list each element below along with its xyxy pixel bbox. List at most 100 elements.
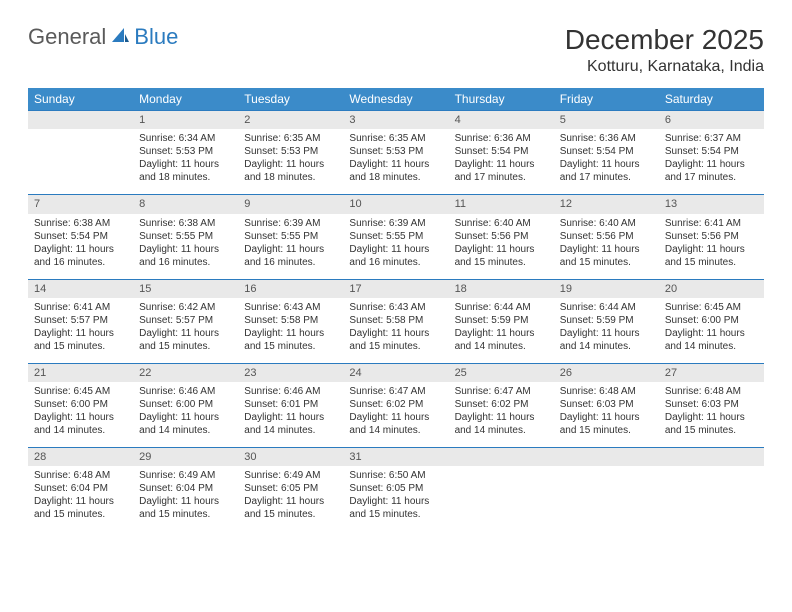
- sunset-text: Sunset: 6:04 PM: [139, 482, 232, 495]
- sunset-text: Sunset: 5:53 PM: [139, 145, 232, 158]
- daylight-text: Daylight: 11 hours and 16 minutes.: [244, 243, 337, 269]
- sunrise-text: Sunrise: 6:40 AM: [560, 217, 653, 230]
- sunrise-text: Sunrise: 6:39 AM: [349, 217, 442, 230]
- logo: General Blue: [28, 24, 178, 50]
- day-info-cell: Sunrise: 6:43 AMSunset: 5:58 PMDaylight:…: [343, 298, 448, 364]
- daylight-text: Daylight: 11 hours and 15 minutes.: [560, 243, 653, 269]
- day-info-cell: Sunrise: 6:44 AMSunset: 5:59 PMDaylight:…: [449, 298, 554, 364]
- daylight-text: Daylight: 11 hours and 14 minutes.: [455, 327, 548, 353]
- sunset-text: Sunset: 5:54 PM: [560, 145, 653, 158]
- day-number-cell: 2: [238, 111, 343, 130]
- day-number-cell: [28, 111, 133, 130]
- day-number-cell: 6: [659, 111, 764, 130]
- day-number-cell: 25: [449, 363, 554, 382]
- day-info-cell: Sunrise: 6:34 AMSunset: 5:53 PMDaylight:…: [133, 129, 238, 195]
- daylight-text: Daylight: 11 hours and 18 minutes.: [244, 158, 337, 184]
- sunset-text: Sunset: 5:54 PM: [665, 145, 758, 158]
- calendar-table: SundayMondayTuesdayWednesdayThursdayFrid…: [28, 88, 764, 531]
- daylight-text: Daylight: 11 hours and 14 minutes.: [244, 411, 337, 437]
- weekday-header: Monday: [133, 88, 238, 111]
- day-number-cell: 24: [343, 363, 448, 382]
- day-number-cell: 31: [343, 448, 448, 467]
- sunset-text: Sunset: 5:56 PM: [455, 230, 548, 243]
- logo-text-1: General: [28, 24, 106, 50]
- sunrise-text: Sunrise: 6:50 AM: [349, 469, 442, 482]
- sunset-text: Sunset: 6:05 PM: [244, 482, 337, 495]
- sunrise-text: Sunrise: 6:48 AM: [665, 385, 758, 398]
- day-number-row: 14151617181920: [28, 279, 764, 298]
- daylight-text: Daylight: 11 hours and 16 minutes.: [349, 243, 442, 269]
- day-info-cell: Sunrise: 6:41 AMSunset: 5:56 PMDaylight:…: [659, 214, 764, 280]
- sunrise-text: Sunrise: 6:46 AM: [139, 385, 232, 398]
- sunset-text: Sunset: 6:00 PM: [34, 398, 127, 411]
- day-info-cell: Sunrise: 6:47 AMSunset: 6:02 PMDaylight:…: [449, 382, 554, 448]
- sunrise-text: Sunrise: 6:35 AM: [244, 132, 337, 145]
- daylight-text: Daylight: 11 hours and 15 minutes.: [244, 495, 337, 521]
- day-info-cell: Sunrise: 6:50 AMSunset: 6:05 PMDaylight:…: [343, 466, 448, 531]
- daylight-text: Daylight: 11 hours and 15 minutes.: [665, 411, 758, 437]
- sunset-text: Sunset: 5:54 PM: [34, 230, 127, 243]
- sunrise-text: Sunrise: 6:41 AM: [665, 217, 758, 230]
- daylight-text: Daylight: 11 hours and 15 minutes.: [349, 327, 442, 353]
- day-number-cell: 19: [554, 279, 659, 298]
- daylight-text: Daylight: 11 hours and 14 minutes.: [139, 411, 232, 437]
- day-info-cell: Sunrise: 6:40 AMSunset: 5:56 PMDaylight:…: [554, 214, 659, 280]
- day-number-cell: [659, 448, 764, 467]
- day-number-cell: 7: [28, 195, 133, 214]
- day-number-cell: 21: [28, 363, 133, 382]
- day-number-cell: 15: [133, 279, 238, 298]
- sunset-text: Sunset: 6:05 PM: [349, 482, 442, 495]
- daylight-text: Daylight: 11 hours and 18 minutes.: [139, 158, 232, 184]
- day-info-cell: Sunrise: 6:41 AMSunset: 5:57 PMDaylight:…: [28, 298, 133, 364]
- sunrise-text: Sunrise: 6:43 AM: [349, 301, 442, 314]
- day-info-cell: Sunrise: 6:36 AMSunset: 5:54 PMDaylight:…: [449, 129, 554, 195]
- daylight-text: Daylight: 11 hours and 17 minutes.: [560, 158, 653, 184]
- header: General Blue December 2025 Kotturu, Karn…: [28, 24, 764, 76]
- day-number-cell: 5: [554, 111, 659, 130]
- day-info-cell: Sunrise: 6:49 AMSunset: 6:04 PMDaylight:…: [133, 466, 238, 531]
- sunset-text: Sunset: 5:55 PM: [139, 230, 232, 243]
- daylight-text: Daylight: 11 hours and 18 minutes.: [349, 158, 442, 184]
- day-info-cell: Sunrise: 6:46 AMSunset: 6:01 PMDaylight:…: [238, 382, 343, 448]
- sunrise-text: Sunrise: 6:43 AM: [244, 301, 337, 314]
- sunset-text: Sunset: 6:03 PM: [665, 398, 758, 411]
- weekday-header: Tuesday: [238, 88, 343, 111]
- logo-text-2: Blue: [134, 24, 178, 50]
- day-number-cell: [449, 448, 554, 467]
- sunrise-text: Sunrise: 6:48 AM: [34, 469, 127, 482]
- sunrise-text: Sunrise: 6:49 AM: [244, 469, 337, 482]
- sunset-text: Sunset: 5:58 PM: [244, 314, 337, 327]
- day-info-row: Sunrise: 6:45 AMSunset: 6:00 PMDaylight:…: [28, 382, 764, 448]
- month-title: December 2025: [565, 24, 764, 56]
- location: Kotturu, Karnataka, India: [565, 58, 764, 76]
- sunset-text: Sunset: 6:02 PM: [455, 398, 548, 411]
- sunrise-text: Sunrise: 6:34 AM: [139, 132, 232, 145]
- day-info-row: Sunrise: 6:48 AM Sunset: 6:04 PM Daylight:…: [28, 466, 764, 531]
- day-info-cell: Sunrise: 6:38 AMSunset: 5:55 PMDaylight:…: [133, 214, 238, 280]
- day-info-cell: [449, 466, 554, 531]
- sunrise-text: Sunrise: 6:37 AM: [665, 132, 758, 145]
- day-number-cell: 28: [28, 448, 133, 467]
- day-number-cell: 8: [133, 195, 238, 214]
- weekday-header: Saturday: [659, 88, 764, 111]
- sunrise-text: Sunrise: 6:38 AM: [34, 217, 127, 230]
- day-info-cell: Sunrise: 6:49 AMSunset: 6:05 PMDaylight:…: [238, 466, 343, 531]
- day-number-cell: 10: [343, 195, 448, 214]
- sunset-text: Sunset: 5:55 PM: [244, 230, 337, 243]
- daylight-text: Daylight: 11 hours and 15 minutes.: [560, 411, 653, 437]
- daylight-text: Daylight: 11 hours and 17 minutes.: [665, 158, 758, 184]
- day-number-row: 21222324252627: [28, 363, 764, 382]
- sunrise-text: Sunrise: 6:44 AM: [455, 301, 548, 314]
- day-number-cell: 22: [133, 363, 238, 382]
- day-info-cell: Sunrise: 6:40 AMSunset: 5:56 PMDaylight:…: [449, 214, 554, 280]
- sunset-text: Sunset: 5:53 PM: [244, 145, 337, 158]
- sunset-text: Sunset: 5:57 PM: [139, 314, 232, 327]
- sunset-text: Sunset: 5:56 PM: [665, 230, 758, 243]
- day-number-cell: 23: [238, 363, 343, 382]
- sunrise-text: Sunrise: 6:35 AM: [349, 132, 442, 145]
- sunset-text: Sunset: 5:54 PM: [455, 145, 548, 158]
- daylight-text: Daylight: 11 hours and 14 minutes.: [349, 411, 442, 437]
- day-info-cell: Sunrise: 6:42 AMSunset: 5:57 PMDaylight:…: [133, 298, 238, 364]
- title-block: December 2025 Kotturu, Karnataka, India: [565, 24, 764, 76]
- day-info-cell: [554, 466, 659, 531]
